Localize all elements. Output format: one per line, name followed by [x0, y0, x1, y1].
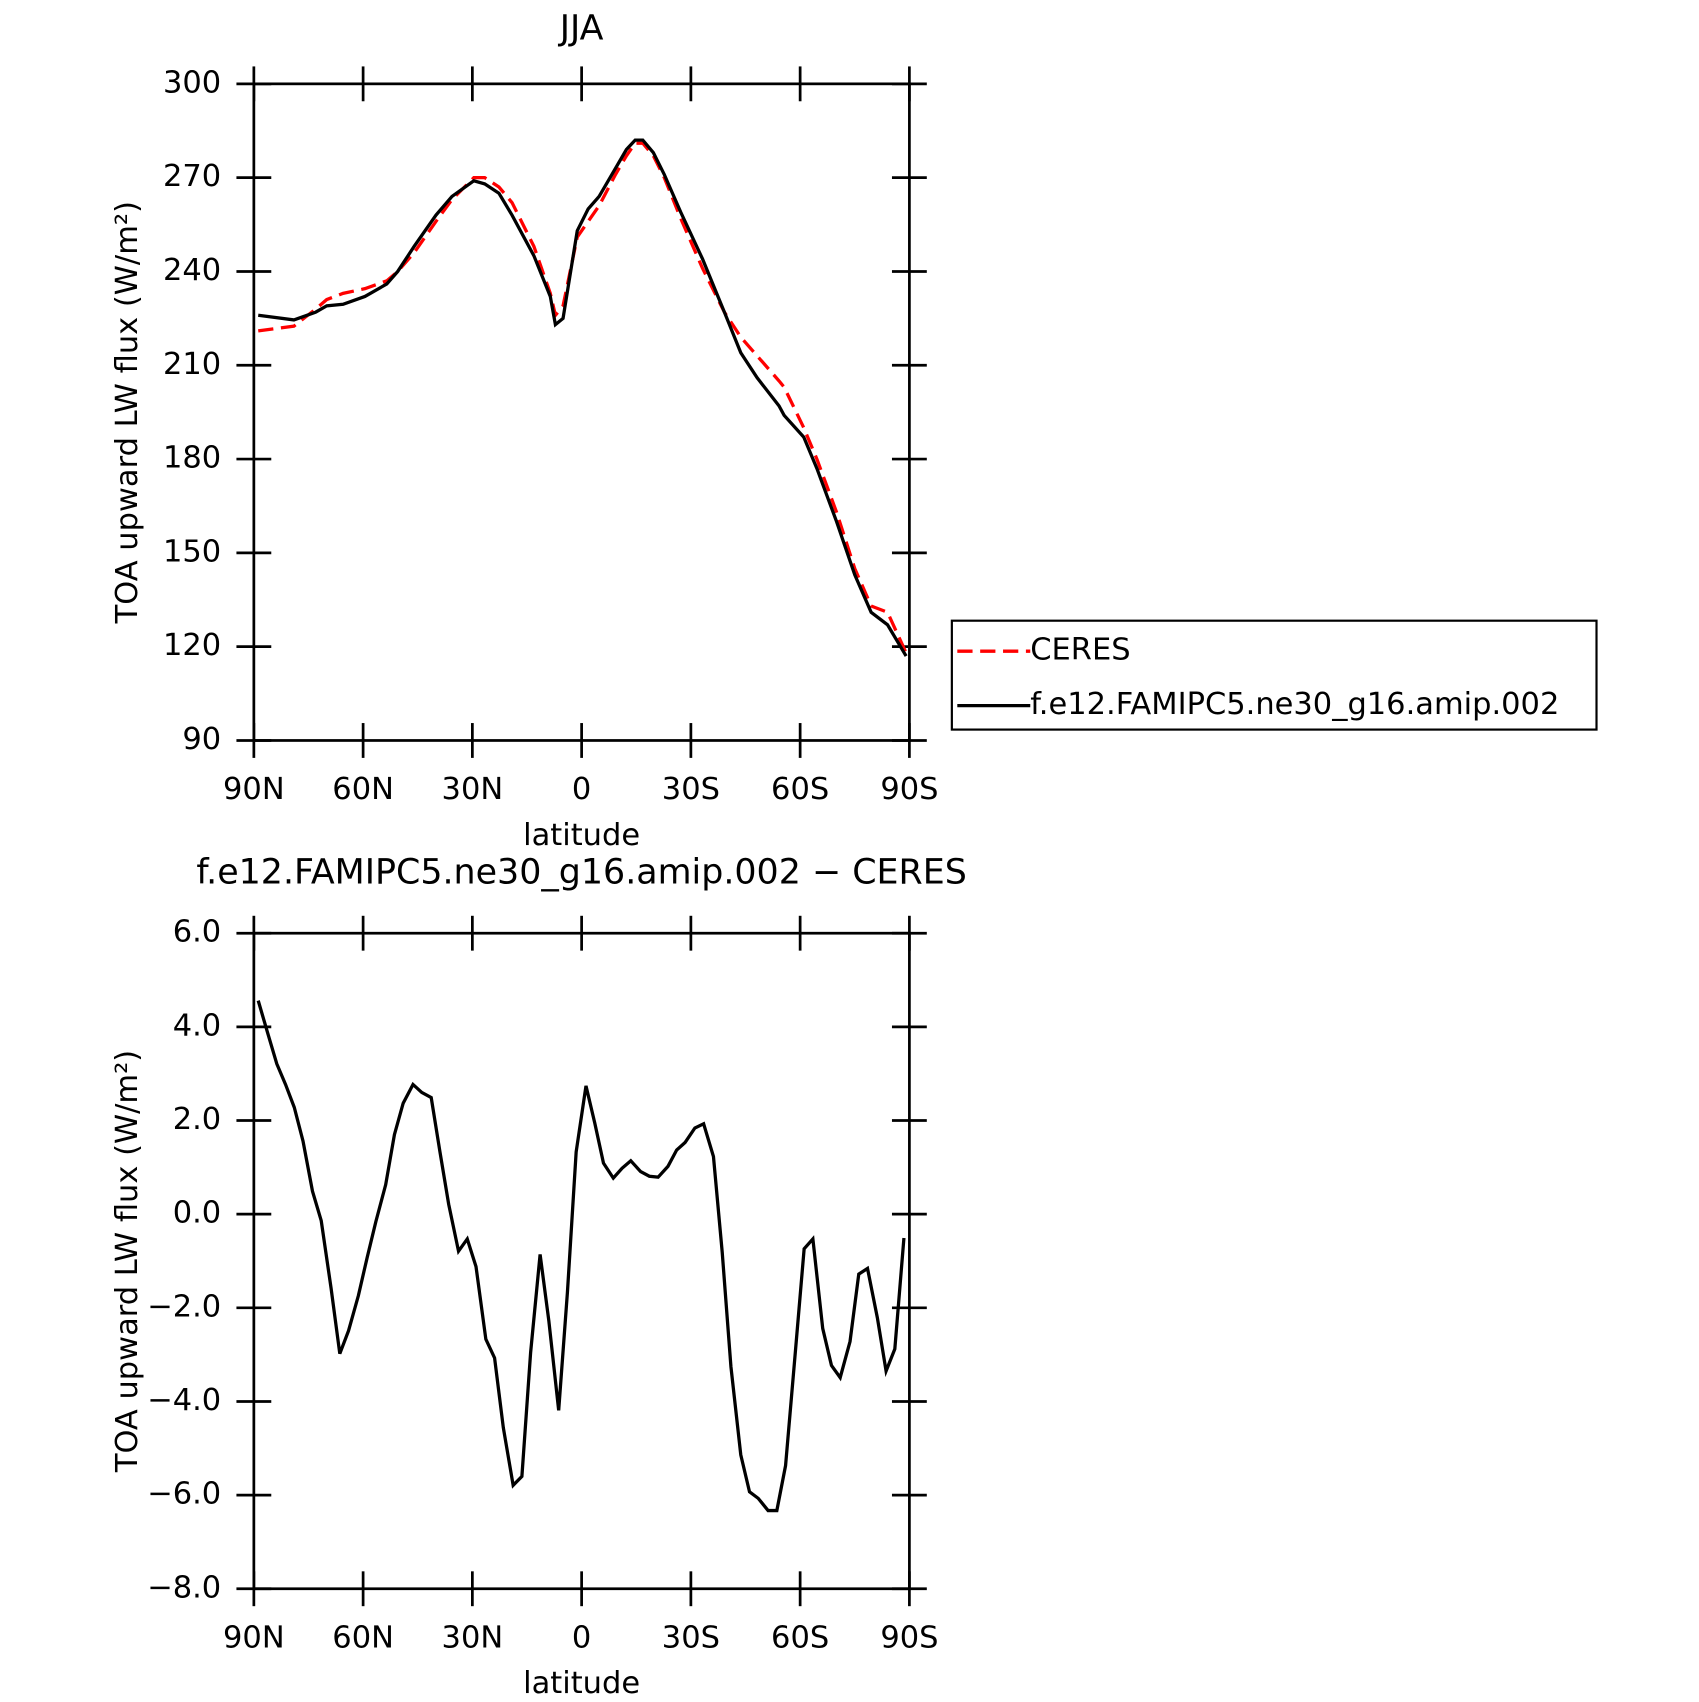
y-tick-label: 180: [163, 441, 221, 476]
y-tick-label: −8.0: [147, 1570, 221, 1605]
x-tick-label: 0: [572, 1620, 591, 1655]
x-tick-label: 90S: [880, 772, 938, 807]
y-tick-label: 90: [182, 722, 221, 757]
y-tick-label: −2.0: [147, 1289, 221, 1324]
y-tick-label: 6.0: [173, 915, 221, 950]
chart-title: f.e12.FAMIPC5.ne30_g16.amip.002 − CERES: [196, 852, 966, 892]
y-tick-label: −4.0: [147, 1383, 221, 1418]
legend-label: CERES: [1030, 633, 1130, 668]
y-axis-label: TOA upward LW flux (W/m²): [110, 1050, 145, 1473]
x-tick-label: 90N: [223, 1620, 285, 1655]
y-tick-label: 300: [163, 65, 221, 100]
x-tick-label: 90N: [223, 772, 285, 807]
y-tick-label: 270: [163, 159, 221, 194]
legend-label: f.e12.FAMIPC5.ne30_g16.amip.002: [1030, 687, 1559, 722]
x-tick-label: 30N: [442, 1620, 504, 1655]
data-line: [258, 138, 908, 657]
y-tick-label: 240: [163, 253, 221, 288]
legend-box: [950, 619, 1598, 731]
y-tick-label: 4.0: [173, 1008, 221, 1043]
y-axis-label: TOA upward LW flux (W/m²): [110, 201, 145, 624]
x-tick-label: 60S: [771, 772, 829, 807]
x-tick-label: 60N: [332, 772, 394, 807]
data-line: [258, 141, 908, 654]
x-tick-label: 90S: [880, 1620, 938, 1655]
x-tick-label: 30S: [662, 1620, 720, 1655]
y-tick-label: −6.0: [147, 1477, 221, 1512]
x-tick-label: 60N: [332, 1620, 394, 1655]
x-tick-label: 30S: [662, 772, 720, 807]
data-line: [256, 1000, 906, 1513]
chart-title: JJA: [558, 8, 604, 48]
plot-frame: [252, 931, 911, 1591]
x-tick-label: 60S: [771, 1620, 829, 1655]
y-tick-label: 150: [163, 534, 221, 569]
y-tick-label: 120: [163, 628, 221, 663]
y-tick-label: 210: [163, 347, 221, 382]
plot-frame: [252, 82, 911, 742]
y-tick-label: 2.0: [173, 1102, 221, 1137]
x-axis-label: latitude: [523, 818, 640, 853]
y-tick-label: 0.0: [173, 1196, 221, 1231]
x-axis-label: latitude: [523, 1666, 640, 1701]
x-tick-label: 0: [572, 772, 591, 807]
x-tick-label: 30N: [442, 772, 504, 807]
